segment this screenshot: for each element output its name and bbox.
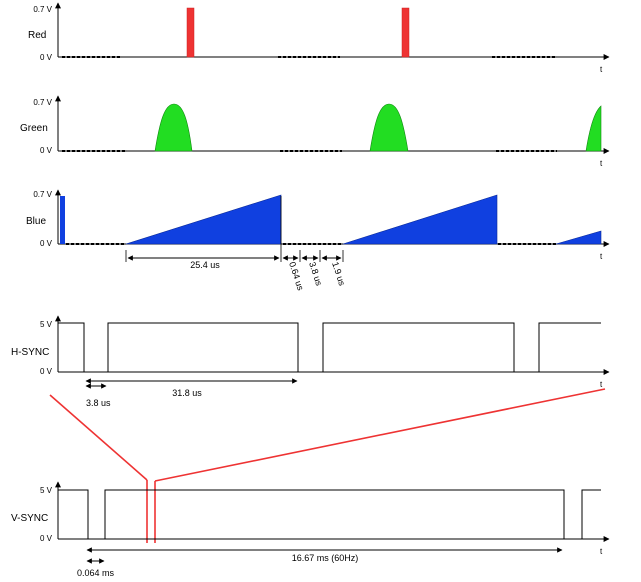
red-panel: 0.7 V 0 V Red t	[28, 2, 610, 74]
sync-pulse-rgb-label: 3.8 us	[307, 261, 324, 288]
blue-ramp-3	[555, 230, 602, 245]
back-porch-label: 1.9 us	[330, 261, 347, 288]
vsync-waveform	[58, 489, 601, 540]
green-vmin-label: 0 V	[40, 146, 53, 155]
red-signal-label: Red	[28, 30, 46, 41]
green-t-label: t	[600, 159, 603, 168]
red-vmax-label: 0.7 V	[33, 5, 52, 14]
hsync-period-label: 31.8 us	[172, 388, 202, 398]
hsync-vmin-label: 0 V	[40, 367, 53, 376]
red-vmin-label: 0 V	[40, 53, 53, 62]
front-porch-label: 0.64 us	[287, 261, 306, 293]
vsync-vmin-label: 0 V	[40, 534, 53, 543]
blue-t-label: t	[600, 252, 603, 261]
green-arch-2	[369, 103, 409, 152]
red-pulse-2	[401, 7, 410, 58]
blue-signal-label: Blue	[26, 216, 46, 227]
hsync-panel: 5 V 0 V H-SYNC t 3.8 us 31.8 us	[11, 315, 610, 408]
green-arch-1	[154, 103, 193, 152]
green-signal-label: Green	[20, 123, 48, 134]
vsync-t-label: t	[600, 547, 603, 556]
red-pulse-1	[186, 7, 195, 58]
zoom-lines	[49, 388, 606, 543]
green-vmax-label: 0.7 V	[33, 98, 52, 107]
active-video-label: 25.4 us	[190, 260, 220, 270]
blue-panel: 0.7 V 0 V Blue t	[26, 189, 610, 261]
hsync-vmax-label: 5 V	[40, 320, 53, 329]
blue-vmax-label: 0.7 V	[33, 190, 52, 199]
green-arch-3	[585, 105, 602, 152]
zoom-line-right	[154, 388, 606, 482]
blue-ramp-2	[342, 194, 498, 245]
zoom-line-left	[49, 394, 148, 481]
blue-vmin-label: 0 V	[40, 239, 53, 248]
hsync-t-label: t	[600, 380, 603, 389]
vsync-pulse-label: 0.064 ms	[77, 568, 115, 578]
red-t-label: t	[600, 65, 603, 74]
green-panel: 0.7 V 0 V Green t	[20, 95, 610, 168]
vsync-vmax-label: 5 V	[40, 486, 53, 495]
blue-ramp-1	[125, 194, 282, 245]
blue-edge-start	[60, 196, 65, 244]
hsync-signal-label: H-SYNC	[11, 347, 49, 358]
vsync-signal-label: V-SYNC	[11, 513, 48, 524]
vsync-period-label: 16.67 ms (60Hz)	[292, 553, 359, 563]
vsync-panel: 5 V 0 V V-SYNC t 0.064 ms 16.67 ms (60Hz…	[11, 481, 610, 578]
hsync-pulse-label: 3.8 us	[86, 398, 111, 408]
hsync-waveform	[58, 322, 601, 373]
